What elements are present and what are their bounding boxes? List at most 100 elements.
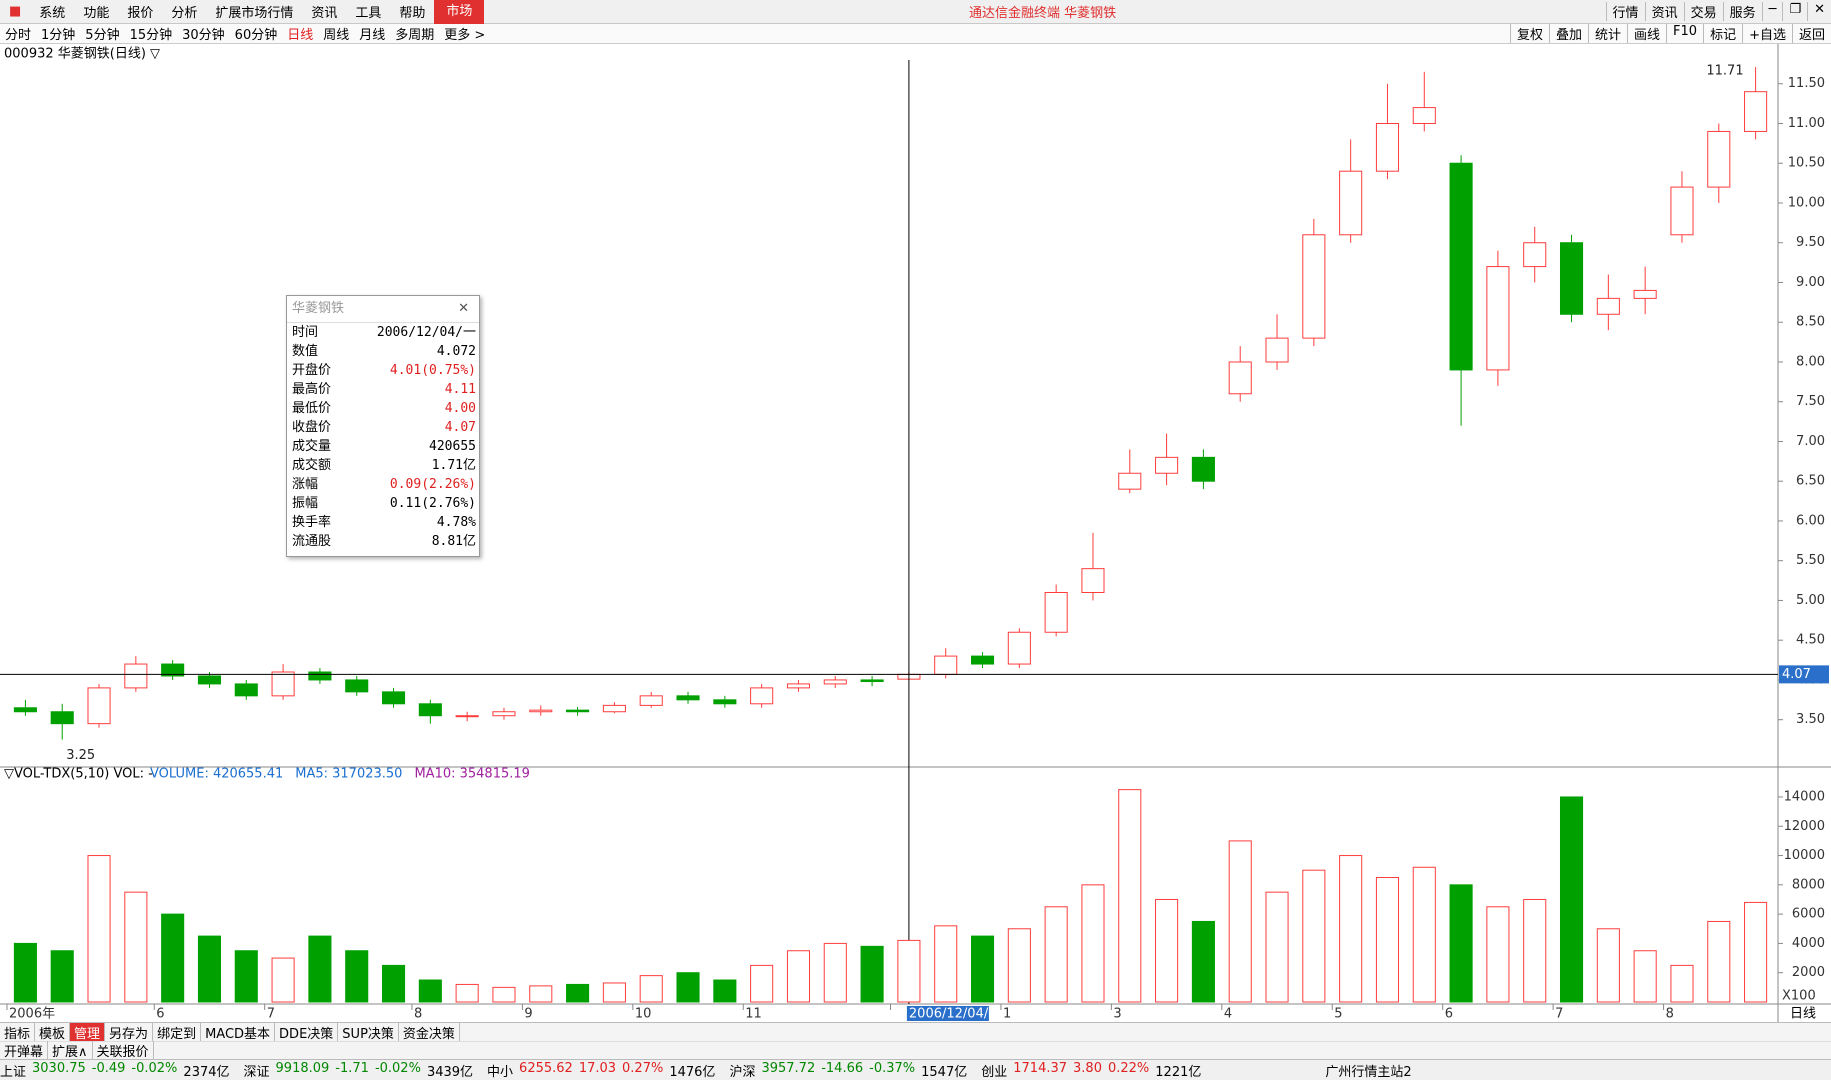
volume-bar: [1744, 901, 1768, 1003]
tool-button[interactable]: F10: [1666, 24, 1703, 43]
period-label: 日线: [1790, 1007, 1816, 1022]
menu-button[interactable]: 服务: [1722, 2, 1762, 21]
candle-body: [786, 683, 811, 689]
x-tick-label: 7: [267, 1007, 275, 1022]
candle-body: [750, 687, 774, 705]
menu-button[interactable]: 交易: [1683, 2, 1723, 21]
tool-button[interactable]: +自选: [1742, 24, 1792, 43]
tooltip-row: 最高价 4.11: [287, 380, 479, 399]
tab[interactable]: 另存为: [105, 1022, 154, 1042]
menu-item[interactable]: 系统: [39, 6, 66, 21]
tab[interactable]: SUP决策: [338, 1022, 399, 1042]
x-tick-label: 2006年: [9, 1007, 55, 1022]
tab[interactable]: 开弹幕: [0, 1041, 49, 1060]
tab[interactable]: 管理: [70, 1022, 106, 1042]
x-tick-label: 6: [1445, 1007, 1453, 1022]
period-button[interactable]: 多周期: [395, 28, 435, 43]
candle-body: [1375, 122, 1400, 172]
index-quote: 中小 6255.62 17.03 0.27% 1476亿: [487, 1061, 715, 1080]
candle-body: [87, 687, 111, 725]
candle-body: [1044, 592, 1068, 633]
tab[interactable]: 指标: [0, 1022, 36, 1042]
tooltip-key: 收盘价: [292, 420, 332, 435]
period-button[interactable]: 更多 >: [444, 28, 486, 43]
candle-body: [1596, 297, 1620, 315]
volume-bar: [1633, 950, 1657, 1003]
tool-button[interactable]: 叠加: [1548, 24, 1588, 43]
tab[interactable]: 关联报价: [93, 1041, 154, 1060]
menu-item[interactable]: 帮助: [399, 6, 426, 21]
window-button[interactable]: ❐: [1782, 2, 1807, 21]
tab[interactable]: 模板: [35, 1022, 71, 1042]
candle-body: [1265, 337, 1289, 363]
tool-button[interactable]: 画线: [1627, 24, 1666, 43]
tooltip-row: 最低价 4.00: [287, 399, 479, 418]
volume-bar: [1523, 898, 1547, 1003]
tool-button[interactable]: 返回: [1791, 24, 1831, 43]
tab[interactable]: DDE决策: [275, 1022, 339, 1042]
tool-button[interactable]: 复权: [1509, 24, 1549, 43]
quote-field: 3.80: [1073, 1060, 1102, 1076]
tooltip: 华菱钢铁 ✕ 时间 2006/12/04/一 数值 4.072 开盘价 4.01(0.75%…: [286, 295, 480, 557]
tooltip-value: 2006/12/04/一: [376, 325, 476, 340]
candle-body: [50, 711, 74, 725]
window-button[interactable]: ─: [1761, 2, 1783, 21]
candle-body: [455, 715, 479, 718]
tab[interactable]: 扩展∧: [48, 1041, 93, 1060]
menu-button[interactable]: 资讯: [1644, 2, 1684, 21]
volume-bar: [639, 975, 663, 1003]
x-tick-label: 4: [1224, 1007, 1232, 1022]
tab[interactable]: 绑定到: [153, 1022, 202, 1042]
y-tick-label: 6.50: [1796, 474, 1825, 489]
period-button[interactable]: 15分钟: [129, 28, 173, 43]
tool-button[interactable]: 统计: [1588, 24, 1627, 43]
low-note: 3.25: [66, 748, 95, 763]
period-button[interactable]: 月线: [359, 28, 386, 43]
menu-item[interactable]: 市场: [434, 0, 485, 24]
menu-item[interactable]: 资讯: [311, 6, 338, 21]
x-tick-label: 2006/12/04/一: [909, 1007, 1001, 1022]
candle-body: [381, 691, 406, 705]
volume-bar: [970, 935, 995, 1003]
y-tick-label: 10.50: [1788, 156, 1825, 171]
tooltip-value: 4.78%: [436, 515, 476, 530]
period-button[interactable]: 周线: [323, 28, 350, 43]
volume-title: ▽VOL-TDX(5,10) VOL: -: [4, 767, 153, 782]
menu-item[interactable]: 功能: [83, 6, 110, 21]
menu-button[interactable]: 行情: [1605, 2, 1645, 21]
period-button[interactable]: 60分钟: [234, 28, 278, 43]
tooltip-value: 0.09(2.26%): [389, 477, 476, 492]
volume-bar: [1375, 877, 1400, 1003]
candle-body: [970, 655, 995, 665]
tool-button[interactable]: 标记: [1703, 24, 1742, 43]
quote-field: 1221亿: [1155, 1064, 1202, 1080]
menu-right: 行情 资讯 交易 服务 ─ ❐ ✕: [1605, 2, 1831, 21]
candle-body: [676, 695, 700, 701]
period-button[interactable]: 分时: [5, 28, 32, 43]
volume-bar: [1449, 884, 1473, 1003]
menu-item[interactable]: 工具: [355, 6, 382, 21]
candle-body: [860, 679, 884, 683]
candle-body: [308, 671, 332, 681]
volume-bar: [1559, 796, 1584, 1003]
volume-bar: [1081, 884, 1105, 1003]
volume-bar: [529, 985, 553, 1003]
menu-item[interactable]: 报价: [127, 6, 154, 21]
menu-item[interactable]: 分析: [171, 6, 198, 21]
volume-unit: X100: [1782, 989, 1816, 1004]
tab[interactable]: 资金决策: [399, 1022, 460, 1042]
period-button[interactable]: 30分钟: [182, 28, 225, 43]
period-button[interactable]: 1分钟: [41, 28, 76, 43]
close-icon[interactable]: ✕: [458, 301, 469, 316]
window-button[interactable]: ✕: [1807, 2, 1831, 21]
quote-field: 0.27%: [622, 1060, 664, 1076]
menu-item[interactable]: 扩展市场行情: [215, 6, 294, 21]
period-button[interactable]: 日线: [287, 28, 314, 43]
tooltip-value: 0.11(2.76%): [389, 496, 476, 511]
candle-body: [1228, 361, 1252, 395]
y-tick-label: 9.50: [1796, 235, 1825, 250]
period-button[interactable]: 5分钟: [85, 28, 120, 43]
tab[interactable]: MACD基本: [201, 1022, 276, 1042]
candle-body: [1007, 631, 1031, 665]
